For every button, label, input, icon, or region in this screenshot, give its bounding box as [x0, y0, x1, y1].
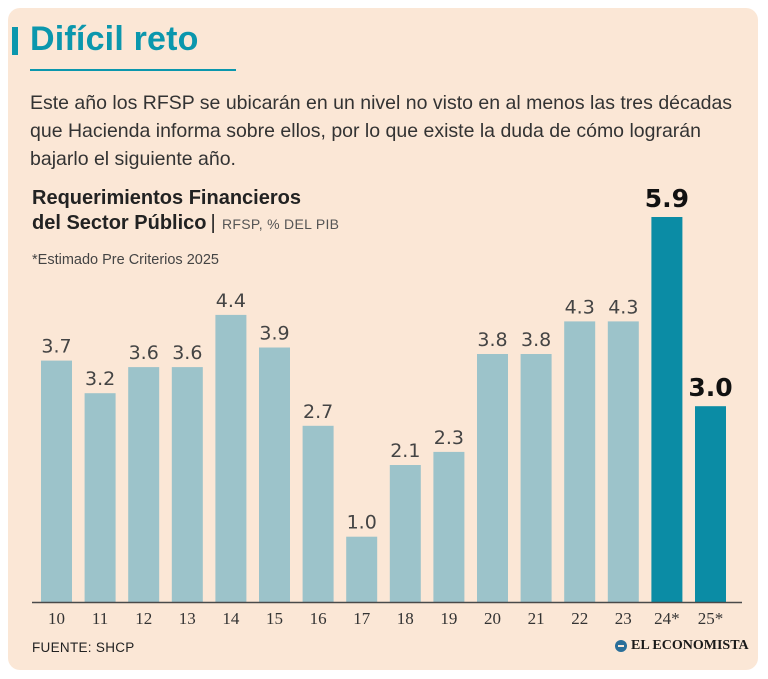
- x-tick-label-18: 18: [397, 609, 414, 628]
- x-tick-label-12: 12: [135, 609, 152, 628]
- data-label-21: 3.8: [521, 329, 551, 351]
- x-tick-label-13: 13: [179, 609, 196, 628]
- bar-16: [302, 425, 334, 602]
- bar-11: [84, 393, 116, 602]
- data-label-11: 3.2: [85, 368, 115, 390]
- bar-14: [215, 314, 247, 602]
- x-tick-label-19: 19: [440, 609, 457, 628]
- brand-name: EL ECONOMISTA: [631, 638, 749, 653]
- data-label-19: 2.3: [434, 427, 464, 449]
- chart-title-line1: Requerimientos Financieros: [32, 187, 301, 209]
- x-tick-label-10: 10: [48, 609, 65, 628]
- x-tick-label-25-est: 25*: [698, 609, 724, 628]
- bar-17: [346, 536, 378, 602]
- data-label-22: 4.3: [565, 296, 595, 318]
- title-separator: |: [210, 212, 216, 234]
- data-label-13: 3.6: [172, 342, 202, 364]
- bar-18: [389, 465, 421, 602]
- bar-23: [607, 321, 639, 602]
- data-label-24-est: 5.9: [645, 184, 689, 213]
- data-label-16: 2.7: [303, 401, 333, 423]
- x-tick-label-21: 21: [528, 609, 545, 628]
- data-label-14: 4.4: [216, 290, 246, 312]
- intro-text: Este año los RFSP se ubicarán en un nive…: [30, 92, 733, 170]
- chart-title-line2: del Sector Público: [32, 212, 207, 234]
- title-underline: [30, 69, 236, 71]
- x-tick-label-15: 15: [266, 609, 283, 628]
- data-label-25-est: 3.0: [688, 373, 732, 402]
- x-tick-label-14: 14: [222, 609, 240, 628]
- x-tick-label-23: 23: [615, 609, 632, 628]
- bar-13: [171, 367, 203, 602]
- bar-21: [520, 354, 552, 602]
- data-label-10: 3.7: [41, 336, 71, 358]
- bar-24-est: [651, 217, 683, 602]
- x-tick-label-20: 20: [484, 609, 501, 628]
- x-tick-label-22: 22: [571, 609, 588, 628]
- x-tick-label-16: 16: [310, 609, 327, 628]
- data-label-12: 3.6: [129, 342, 159, 364]
- x-tick-label-17: 17: [353, 609, 371, 628]
- x-tick-label-11: 11: [92, 609, 108, 628]
- page-title: Difícil reto: [30, 20, 199, 58]
- bar-25-est: [695, 406, 726, 602]
- bar-19: [433, 451, 465, 602]
- x-tick-label-24-est: 24*: [654, 609, 680, 628]
- chart-units: RFSP, % DEL PIB: [221, 216, 340, 232]
- bar-12: [128, 367, 160, 602]
- estimate-note: *Estimado Pre Criterios 2025: [32, 252, 219, 268]
- bar-20: [477, 354, 508, 602]
- data-label-15: 3.9: [259, 323, 289, 345]
- chart-title: Requerimientos Financieros del Sector Pú…: [32, 186, 339, 237]
- data-label-23: 4.3: [608, 296, 638, 318]
- title-accent-bar: [12, 27, 18, 55]
- source-note: FUENTE: SHCP: [32, 640, 135, 655]
- bar-22: [564, 321, 596, 602]
- brand-icon: [615, 640, 627, 652]
- data-label-18: 2.1: [390, 440, 420, 462]
- brand-logo: EL ECONOMISTA: [615, 638, 749, 654]
- data-label-17: 1.0: [347, 512, 377, 534]
- bar-15: [259, 347, 290, 602]
- bar-10: [41, 360, 72, 602]
- data-label-20: 3.8: [477, 329, 507, 351]
